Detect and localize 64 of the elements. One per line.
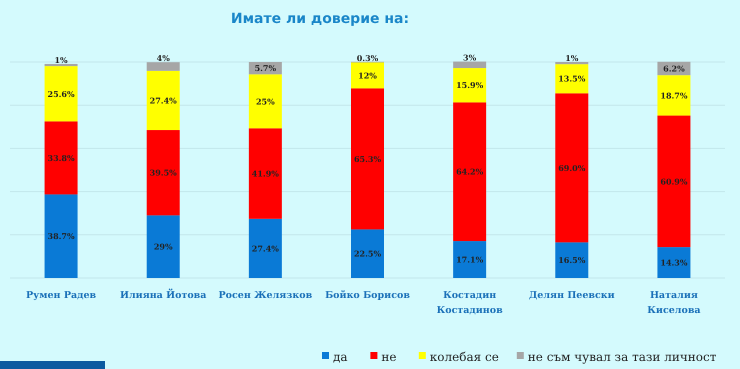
bar — [453, 68, 486, 102]
legend-label: не — [381, 350, 397, 364]
bar — [44, 66, 78, 122]
data-label: 39.5% — [150, 168, 178, 178]
chart-title: Имате ли доверие на: — [230, 11, 410, 27]
bar — [44, 194, 78, 278]
data-label: 1% — [565, 53, 579, 63]
bar — [248, 74, 282, 128]
data-label: 33.8% — [48, 152, 76, 163]
data-label: 25% — [256, 96, 276, 106]
data-label: 29% — [154, 242, 173, 252]
legend-label: да — [333, 350, 348, 364]
bar — [555, 64, 588, 94]
data-label: 12% — [358, 70, 378, 80]
data-label: 65.3% — [354, 154, 382, 164]
data-label: 1% — [54, 54, 68, 65]
data-label: 13.5% — [558, 74, 586, 84]
x-tick-label: Илияна Йотова — [120, 288, 206, 301]
data-label: 41.9% — [252, 168, 280, 179]
bar — [146, 62, 180, 71]
bar — [248, 128, 282, 219]
bar — [453, 62, 486, 68]
data-label: 4% — [156, 53, 170, 64]
legend-label: не съм чувал за тази личност — [528, 350, 717, 364]
legend-label: колебая се — [430, 350, 499, 364]
x-tick-label: Наталия Киселова — [647, 290, 701, 316]
bar — [657, 116, 690, 248]
data-label: 5.7% — [254, 63, 277, 74]
bar — [44, 121, 78, 194]
x-tick-label: Румен Радев — [26, 290, 96, 301]
data-label: 27.4% — [252, 243, 280, 254]
x-tick-label: Костадин Костадинов — [436, 290, 504, 316]
bar — [453, 102, 486, 242]
data-label: 18.7% — [660, 90, 688, 100]
data-label: 38.7% — [48, 231, 76, 242]
bar — [453, 241, 486, 278]
data-label: 25.6% — [48, 88, 76, 99]
data-label: 60.9% — [660, 176, 688, 186]
data-label: 14.3% — [660, 258, 688, 268]
bar — [146, 215, 180, 278]
bar — [555, 93, 588, 242]
x-tick-label: Делян Пеевски — [528, 290, 615, 301]
bar — [146, 130, 180, 216]
bar — [44, 64, 78, 66]
data-label: 27.4% — [150, 95, 178, 106]
data-label: 6.2% — [663, 63, 686, 74]
data-label: 15.9% — [456, 80, 484, 90]
bar — [351, 88, 384, 230]
x-tick-label: Росен Желязков — [218, 290, 313, 301]
bar — [351, 229, 384, 278]
data-label: 64.2% — [456, 166, 484, 177]
data-label: 22.5% — [354, 248, 382, 259]
bar — [657, 75, 690, 116]
data-label: 16.5% — [558, 255, 586, 266]
bar — [657, 247, 690, 278]
bar — [248, 218, 282, 278]
bar — [351, 62, 384, 88]
data-label: 17.1% — [456, 254, 484, 265]
x-tick-label: Бойко Борисов — [325, 290, 410, 301]
data-label: 0.3% — [356, 52, 379, 63]
data-label: 3% — [463, 52, 477, 63]
bar — [555, 242, 588, 278]
bar — [146, 70, 180, 130]
data-label: 69.0% — [558, 162, 586, 173]
